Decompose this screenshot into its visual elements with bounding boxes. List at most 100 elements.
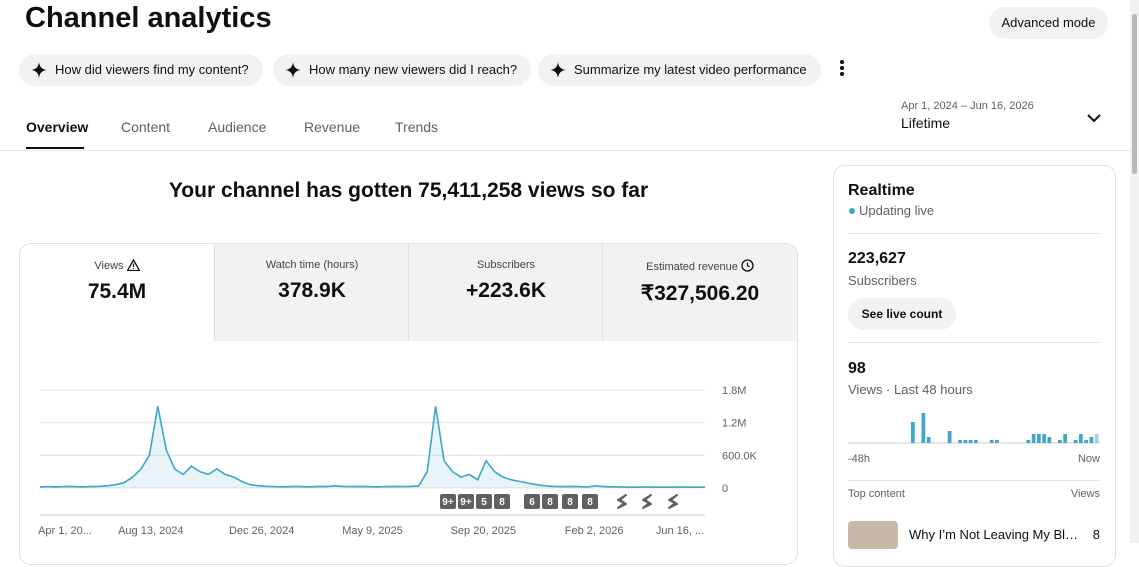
x-tick-label: May 9, 2025 — [342, 525, 403, 537]
y-tick-label: 600.0K — [722, 450, 758, 462]
video-marker-count: 9+ — [442, 497, 454, 508]
bar — [1094, 434, 1099, 443]
x-tick-label: Feb 2, 2026 — [565, 525, 624, 537]
bar — [1026, 440, 1031, 443]
line-area — [40, 406, 705, 488]
divider — [848, 480, 1100, 481]
chip-text: How many new viewers did I reach? — [309, 62, 518, 77]
bar — [947, 431, 952, 443]
bar — [1063, 434, 1067, 443]
suggestion-chip[interactable]: How did viewers find my content? — [19, 54, 263, 86]
bar — [995, 440, 999, 443]
bar — [989, 440, 994, 443]
scrollbar-thumb[interactable] — [1132, 14, 1137, 174]
metric-card[interactable]: Subscribers +223.6K — [408, 244, 603, 341]
subscriber-label: Subscribers — [848, 273, 917, 288]
bar — [1089, 437, 1094, 443]
metric-label: Views — [94, 260, 124, 272]
live-dot — [849, 208, 855, 214]
bar — [968, 440, 973, 443]
video-marker — [562, 494, 578, 509]
warning-icon — [125, 258, 141, 272]
thumbnail[interactable] — [848, 521, 898, 549]
bar — [1047, 437, 1052, 443]
video-marker-count: 9+ — [460, 497, 472, 508]
sparkle-icon — [550, 62, 566, 78]
x-tick-label: Dec 26, 2024 — [229, 525, 294, 537]
video-marker — [494, 494, 510, 509]
metric-card[interactable]: Views 75.4M — [20, 244, 214, 341]
content-views: 8 — [1092, 527, 1100, 542]
views-column-label: Views — [1070, 488, 1100, 500]
scrollbar[interactable] — [1130, 0, 1139, 543]
chip-text: How did viewers find my content? — [55, 62, 249, 77]
views-chart: 0 600.0K 1.2M 1.8M Apr 1, 20... Aug 13, 2024 D… — [38, 385, 758, 537]
suggestion-chip[interactable]: How many new viewers did I reach? — [273, 54, 532, 86]
x-tick-label: Jun 16, ... — [656, 525, 704, 537]
video-marker-count: 8 — [547, 497, 553, 508]
chip-text: Summarize my latest video performance — [574, 62, 807, 77]
metric-value: 378.9K — [278, 279, 346, 302]
metric-card[interactable]: Watch time (hours) 378.9K — [214, 244, 409, 341]
metric-value: 75.4M — [87, 280, 147, 303]
page-title: Channel analytics — [25, 2, 272, 34]
video-marker-count: 8 — [587, 497, 593, 508]
dropdown-chevron[interactable] — [1086, 112, 1102, 124]
metric-label: Subscribers — [476, 259, 536, 271]
bar — [1042, 434, 1046, 443]
shorts-icon — [668, 494, 678, 509]
live-status: Updating live — [859, 203, 935, 218]
divider — [848, 233, 1100, 234]
video-marker — [524, 494, 540, 509]
bar — [926, 437, 931, 443]
bar — [921, 413, 926, 443]
tab[interactable]: Trends — [395, 119, 439, 135]
realtime-title: Realtime — [848, 182, 915, 199]
bar — [1073, 440, 1078, 443]
metric-label: Watch time (hours) — [265, 259, 359, 271]
video-marker — [582, 494, 598, 509]
metric-card[interactable]: Estimated revenue ₹327,506.20 — [602, 244, 797, 341]
divider — [0, 150, 1130, 151]
suggestion-chip[interactable]: Summarize my latest video performance — [538, 54, 821, 86]
active-tab-indicator — [26, 147, 84, 149]
y-tick-label: 0 — [722, 483, 728, 495]
x-start-label: -48h — [848, 453, 870, 465]
realtime-panel — [833, 165, 1116, 567]
video-marker — [458, 494, 474, 509]
y-tick-label: 1.2M — [722, 418, 746, 430]
y-tick-label: 1.8M — [722, 385, 746, 397]
subscriber-count: 223,627 — [848, 250, 906, 267]
shorts-icon — [617, 494, 627, 509]
bar — [958, 440, 962, 443]
headline: Your channel has gotten 75,411,258 views… — [168, 179, 649, 202]
shorts-icon — [642, 494, 652, 509]
advanced-mode-button[interactable]: Advanced mode — [989, 7, 1108, 39]
video-marker-count: 8 — [567, 497, 573, 508]
tab[interactable]: Audience — [208, 119, 267, 135]
realtime-chart: -48h Now — [848, 413, 1100, 465]
date-range: Apr 1, 2024 – Jun 16, 2026 — [901, 100, 1034, 112]
video-marker-count: 5 — [481, 497, 487, 508]
clock-icon — [741, 259, 754, 272]
more-menu[interactable] — [836, 59, 848, 79]
bar — [1058, 440, 1062, 443]
video-marker — [476, 494, 492, 509]
content-title[interactable]: Why I’m Not Leaving My Bl… — [909, 527, 1079, 542]
bar — [1079, 434, 1083, 443]
bar — [1031, 434, 1036, 443]
bar — [1037, 434, 1041, 443]
x-tick-label: Apr 1, 20... — [38, 525, 92, 537]
tab[interactable]: Revenue — [304, 119, 361, 135]
tab[interactable]: Content — [121, 119, 171, 135]
video-marker — [440, 494, 456, 509]
x-end-label: Now — [1078, 453, 1100, 465]
date-label[interactable]: Lifetime — [901, 115, 951, 131]
tab[interactable]: Overview — [26, 119, 89, 135]
realtime-views: 98 — [848, 360, 866, 377]
video-marker-count: 6 — [529, 497, 535, 508]
video-marker-count: 8 — [499, 497, 505, 508]
metric-value: ₹327,506.20 — [640, 282, 760, 305]
live-count-button[interactable]: See live count — [848, 298, 956, 330]
